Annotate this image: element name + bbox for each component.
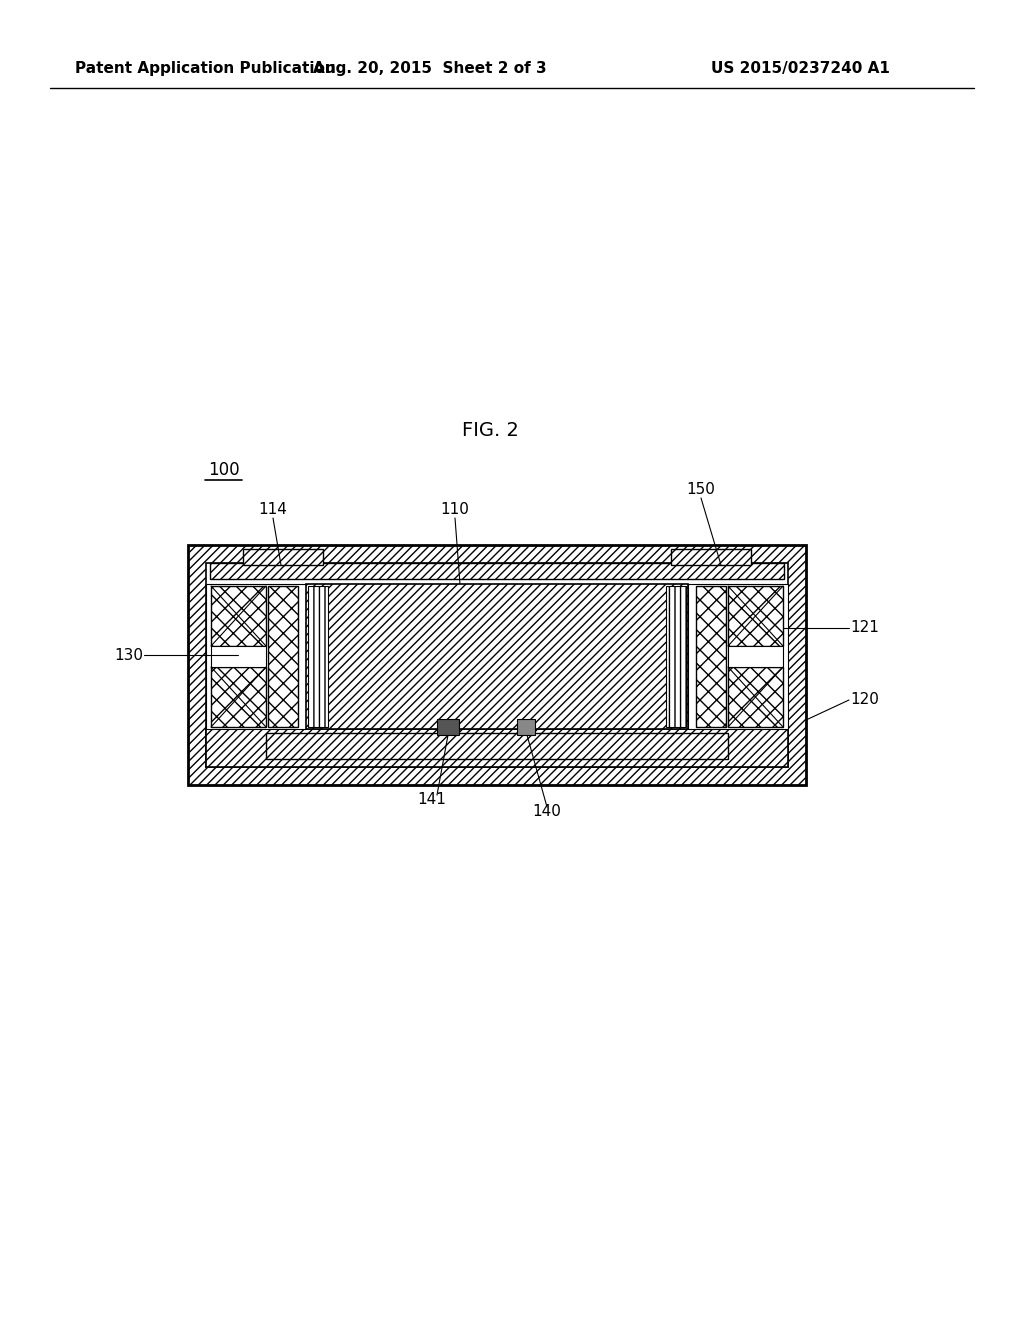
Text: 100: 100 [208,461,240,479]
Bar [517,719,535,735]
Bar [666,586,686,727]
Text: FIG. 2: FIG. 2 [462,421,518,440]
Bar [211,667,266,727]
Bar [210,564,784,579]
Bar [688,583,788,729]
Text: 130: 130 [114,648,143,663]
Text: 140: 140 [532,804,561,820]
Text: 114: 114 [259,503,288,517]
Bar [266,733,728,759]
Text: 150: 150 [686,483,716,498]
Text: 120: 120 [850,693,879,708]
Bar [306,583,688,729]
Bar [728,667,783,727]
Bar [728,586,783,645]
Text: 121: 121 [850,620,879,635]
Bar [437,719,459,735]
Bar [268,586,298,727]
Bar [206,729,788,767]
Text: Aug. 20, 2015  Sheet 2 of 3: Aug. 20, 2015 Sheet 2 of 3 [313,61,547,75]
Bar [308,586,328,727]
Bar [671,549,751,565]
Bar [206,564,788,767]
Bar [728,645,783,667]
Text: US 2015/0237240 A1: US 2015/0237240 A1 [711,61,890,75]
Bar [211,645,266,667]
Text: 110: 110 [440,503,469,517]
Text: 141: 141 [418,792,446,808]
Bar [696,586,726,727]
Bar [188,545,806,785]
Bar [206,583,306,729]
Bar [243,549,323,565]
Bar [211,586,266,645]
Text: Patent Application Publication: Patent Application Publication [75,61,336,75]
